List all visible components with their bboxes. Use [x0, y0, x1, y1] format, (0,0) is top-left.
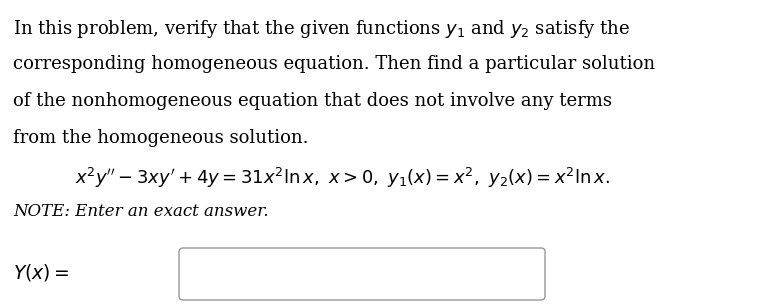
Text: $Y(x) =$: $Y(x) =$	[13, 261, 69, 282]
Text: In this problem, verify that the given functions $y_1$ and $y_2$ satisfy the: In this problem, verify that the given f…	[13, 18, 630, 40]
Text: from the homogeneous solution.: from the homogeneous solution.	[13, 129, 308, 147]
Text: $x^2y'' - 3xy' + 4y = 31x^2 \ln x,\ x > 0,\ y_1(x) = x^2,\ y_2(x) = x^2 \ln x.$: $x^2y'' - 3xy' + 4y = 31x^2 \ln x,\ x > …	[75, 166, 610, 190]
Text: NOTE: Enter an exact answer.: NOTE: Enter an exact answer.	[13, 203, 269, 220]
Text: of the nonhomogeneous equation that does not involve any terms: of the nonhomogeneous equation that does…	[13, 92, 612, 110]
FancyBboxPatch shape	[179, 248, 545, 300]
Text: corresponding homogeneous equation. Then find a particular solution: corresponding homogeneous equation. Then…	[13, 55, 655, 73]
